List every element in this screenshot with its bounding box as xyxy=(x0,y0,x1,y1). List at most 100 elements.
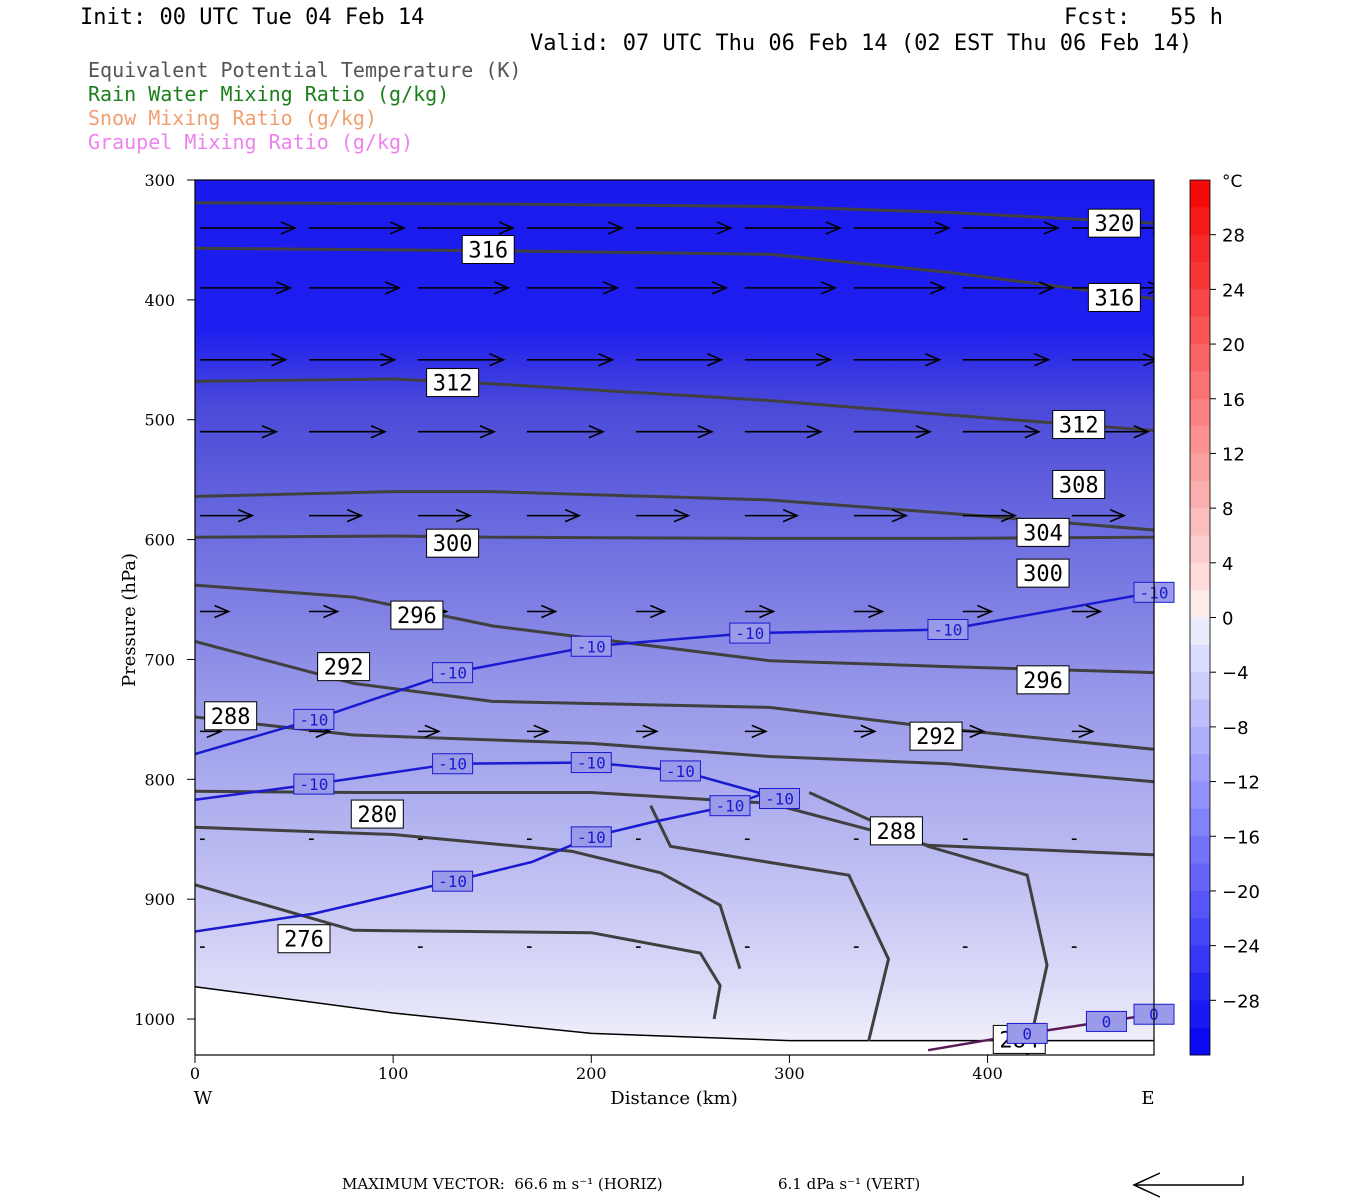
y-tick-label: 1000 xyxy=(134,1010,175,1029)
colorbar-band xyxy=(1190,726,1210,755)
colorbar-tick-label: 0 xyxy=(1222,609,1233,630)
legend-snow: Snow Mixing Ratio (g/kg) xyxy=(88,106,377,130)
isotherm-label-box xyxy=(927,618,969,640)
colorbar-unit: °C xyxy=(1222,172,1242,192)
isotherm-label-box xyxy=(293,773,335,795)
colorbar-band xyxy=(1190,371,1210,400)
isotherm-label: 0 xyxy=(1102,1012,1112,1031)
wind-vector-head xyxy=(860,724,877,739)
wind-vector-head xyxy=(969,724,986,739)
contour-label: 300 xyxy=(433,532,473,557)
wind-vector-head xyxy=(934,221,951,235)
theta-e-contour xyxy=(195,883,722,1020)
isotherm-label-box xyxy=(570,635,612,657)
contour-label-box xyxy=(390,600,444,630)
contour-label-box xyxy=(1016,665,1070,695)
contour-label: 288 xyxy=(211,705,251,730)
wind-vector-head xyxy=(370,424,388,439)
contour-label: 292 xyxy=(324,656,364,681)
contour-label: 316 xyxy=(1094,286,1134,311)
wind-vector-head xyxy=(915,424,932,439)
wind-vector-head xyxy=(1152,221,1154,235)
colorbar-tick-label: −16 xyxy=(1222,827,1260,848)
wind-vector-head xyxy=(424,724,441,739)
colorbar-band xyxy=(1190,617,1210,646)
max-vector-vert: 6.1 dPa s⁻¹ (VERT) xyxy=(778,1175,921,1193)
y-axis-label: Pressure (hPa) xyxy=(119,553,140,687)
x-end-label-west: W xyxy=(194,1088,213,1109)
contour-label-box xyxy=(869,816,923,846)
y-tick-label: 800 xyxy=(144,770,175,789)
below-ground xyxy=(195,986,1154,1055)
contour-label: 304 xyxy=(1023,521,1063,546)
colorbar-band xyxy=(1190,945,1210,974)
contour-label-box xyxy=(317,652,371,682)
wind-vector-head xyxy=(925,353,942,367)
wind-vector-head xyxy=(716,221,733,235)
wind-vector-head xyxy=(697,424,714,439)
wind-vector-head xyxy=(782,508,800,523)
isotherm-label: 0 xyxy=(1022,1024,1032,1043)
wind-vector-head xyxy=(280,221,298,235)
colorbar-band xyxy=(1190,262,1210,290)
isotherm-label: -10 xyxy=(735,624,764,643)
isotherm-label: -10 xyxy=(438,755,467,774)
theta-e-contour xyxy=(195,246,1154,301)
contour-label: 312 xyxy=(433,372,473,397)
isotherm-label-box xyxy=(432,870,474,892)
contour-label: 300 xyxy=(1023,562,1063,587)
contour-label: 288 xyxy=(877,820,917,845)
colorbar-band xyxy=(1190,316,1210,345)
wind-vector-head xyxy=(598,353,615,367)
contour-label-box xyxy=(1016,517,1070,547)
colorbar-tick-label: 28 xyxy=(1222,226,1245,247)
colorbar-band xyxy=(1190,562,1210,591)
theta-e-contour xyxy=(195,377,1154,432)
contour-label: 296 xyxy=(397,604,437,629)
temperature-fill xyxy=(195,180,1154,1055)
colorbar-band xyxy=(1190,234,1210,263)
wind-vector-head xyxy=(1133,424,1150,439)
colorbar-tick-label: −24 xyxy=(1222,937,1260,958)
wind-vector-head xyxy=(346,508,364,523)
wind-vector-head xyxy=(588,424,605,439)
colorbar-band xyxy=(1190,1027,1210,1056)
init-time: Init: 00 UTC Tue 04 Feb 14 xyxy=(80,5,425,30)
wind-vector-head xyxy=(1043,221,1060,235)
isotherm-label: -10 xyxy=(577,754,606,773)
isotherm-label: -10 xyxy=(933,620,962,639)
colorbar-band xyxy=(1190,590,1210,618)
max-vector-arrow xyxy=(1132,1172,1244,1198)
x-tick-label: 400 xyxy=(972,1064,1003,1083)
colorbar-band xyxy=(1190,918,1210,947)
isotherm-label: -10 xyxy=(765,789,794,808)
isotherm-label-box xyxy=(570,826,612,848)
colorbar-band xyxy=(1190,754,1210,783)
theta-e-contour xyxy=(195,534,1154,540)
wind-vector-head xyxy=(498,221,515,235)
colorbar-band xyxy=(1190,180,1210,208)
contour-label-box xyxy=(426,368,480,398)
wind-vector-head xyxy=(275,281,293,295)
colorbar-band xyxy=(1190,672,1210,701)
colorbar-tick-label: −28 xyxy=(1222,991,1260,1012)
contour-label-box xyxy=(1087,282,1141,312)
theta-e-contour xyxy=(649,805,891,1041)
wind-vector-head xyxy=(816,353,833,367)
colorbar-tick-label: −8 xyxy=(1222,718,1249,739)
colorbar-band xyxy=(1190,453,1210,482)
x-tick-label: 200 xyxy=(576,1064,607,1083)
wind-vector-head xyxy=(707,353,724,367)
y-tick-label: 900 xyxy=(144,890,175,909)
colorbar-tick-label: 24 xyxy=(1222,280,1245,301)
colorbar-band xyxy=(1190,1000,1210,1029)
contour-label-box xyxy=(350,799,404,829)
contour-label-box xyxy=(204,701,258,731)
wind-vector-head xyxy=(455,508,473,523)
colorbar-band xyxy=(1190,781,1210,810)
wind-vector-head xyxy=(1078,724,1095,739)
colorbar-band xyxy=(1190,207,1210,236)
x-tick-label: 0 xyxy=(190,1064,200,1083)
colorbar-band xyxy=(1190,535,1210,564)
isotherm-label-box xyxy=(570,752,612,774)
